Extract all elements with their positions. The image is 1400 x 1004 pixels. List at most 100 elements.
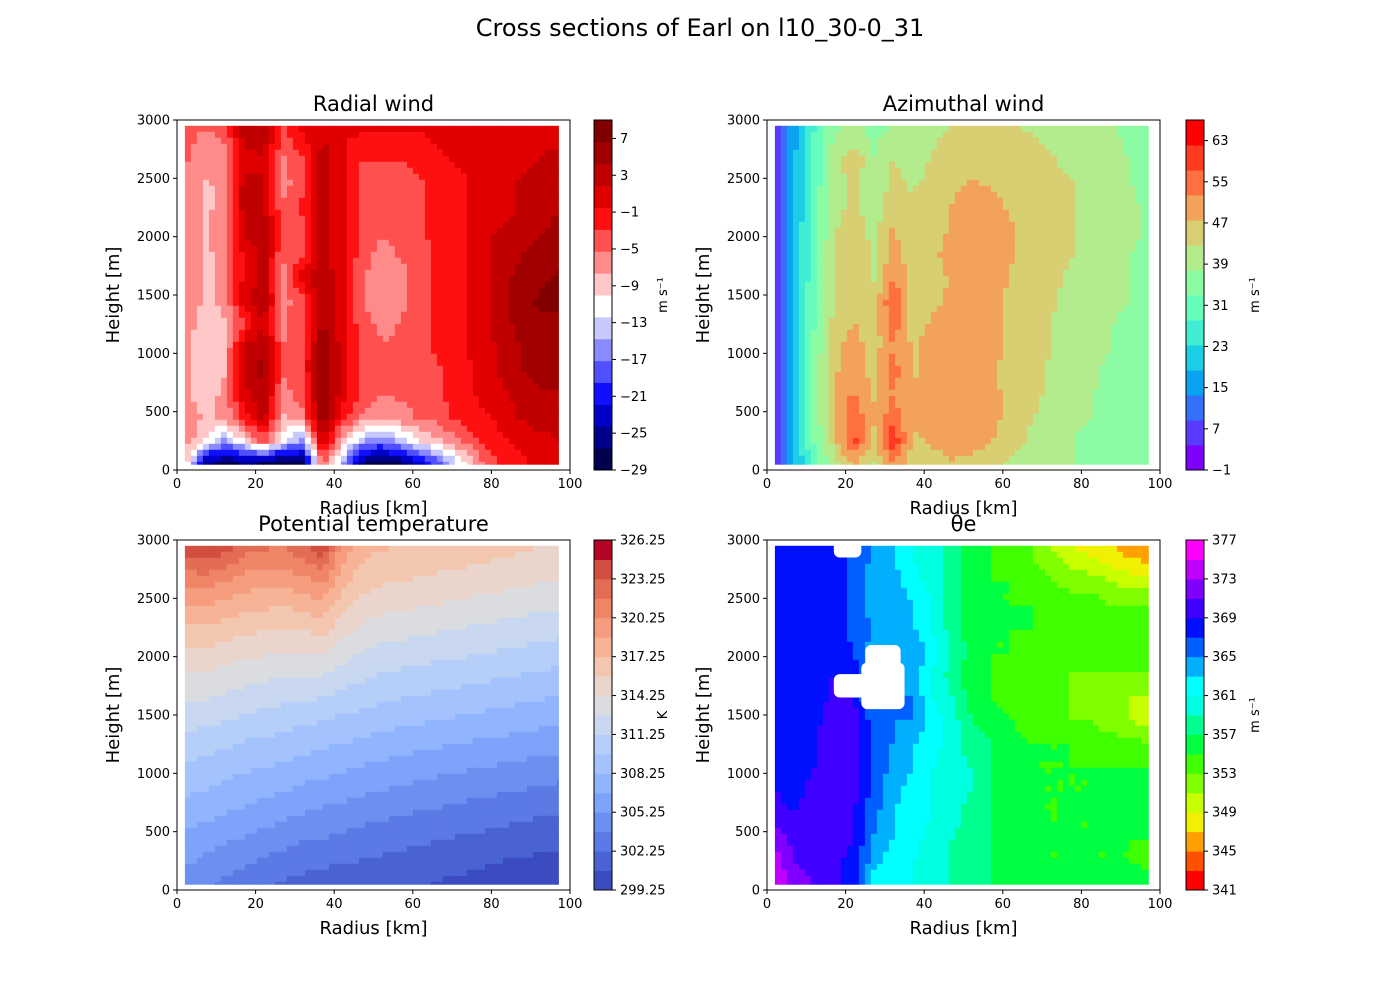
contour-cell <box>865 126 872 133</box>
contour-cell <box>245 420 252 427</box>
contour-cell <box>365 372 372 379</box>
contour-cell <box>359 330 366 337</box>
contour-cell <box>497 318 504 325</box>
contour-cell <box>209 306 216 313</box>
contour-cell <box>383 246 390 253</box>
contour-cell <box>985 132 992 139</box>
contour-cell <box>347 378 354 385</box>
contour-cell <box>335 336 342 343</box>
contour-cell <box>1129 156 1136 163</box>
contour-cell <box>991 168 998 175</box>
contour-cell <box>467 330 474 337</box>
contour-cell <box>359 444 366 451</box>
contour-cell <box>431 384 438 391</box>
contour-cell <box>245 300 252 307</box>
contour-cell <box>1033 198 1040 205</box>
contour-cell <box>209 318 216 325</box>
contour-cell <box>1141 168 1148 175</box>
contour-cell <box>299 426 306 433</box>
contour-cell <box>353 306 360 313</box>
contour-cell <box>955 132 962 139</box>
contour-cell <box>383 432 390 439</box>
contour-cell <box>191 144 198 151</box>
contour-cell <box>395 240 402 247</box>
contour-cell <box>353 348 360 355</box>
contour-cell <box>377 204 384 211</box>
contour-cell <box>491 276 498 283</box>
contour-cell <box>239 216 246 223</box>
contour-cell <box>1135 132 1142 139</box>
contour-cell <box>413 288 420 295</box>
contour-cell <box>787 216 794 223</box>
contour-cell <box>949 162 956 169</box>
contour-cell <box>251 318 258 325</box>
contour-cell <box>521 162 528 169</box>
contour-cell <box>479 276 486 283</box>
contour-cell <box>521 462 528 465</box>
contour-cell <box>521 336 528 343</box>
contour-cell <box>491 348 498 355</box>
contour-cell <box>299 318 306 325</box>
contour-cell <box>209 144 216 151</box>
contour-cell <box>359 354 366 361</box>
contour-cell <box>317 372 324 379</box>
contour-cell <box>991 180 998 187</box>
contour-cell <box>443 318 450 325</box>
contour-cell <box>811 234 818 241</box>
contour-cell <box>197 144 204 151</box>
contour-cell <box>883 192 890 199</box>
contour-cell <box>269 132 276 139</box>
contour-cell <box>263 270 270 277</box>
contour-cell <box>239 402 246 409</box>
contour-cell <box>901 126 908 133</box>
contour-cell <box>425 288 432 295</box>
contour-cell <box>251 126 258 133</box>
contour-cell <box>329 252 336 259</box>
contour-cell <box>497 342 504 349</box>
contour-cell <box>557 234 559 241</box>
contour-cell <box>425 426 432 433</box>
contour-cell <box>395 168 402 175</box>
contour-cell <box>365 192 372 199</box>
contour-cell <box>551 354 558 361</box>
contour-cell <box>293 438 300 445</box>
contour-cell <box>515 264 522 271</box>
contour-cell <box>943 204 950 211</box>
contour-cell <box>299 156 306 163</box>
contour-cell <box>329 222 336 229</box>
contour-cell <box>527 450 534 457</box>
contour-cell <box>317 408 324 415</box>
contour-cell <box>1111 216 1118 223</box>
contour-cell <box>467 234 474 241</box>
contour-cell <box>425 438 432 445</box>
contour-cell <box>551 462 558 465</box>
contour-cell <box>317 294 324 301</box>
contour-cell <box>221 318 228 325</box>
contour-cell <box>521 432 528 439</box>
contour-cell <box>497 150 504 157</box>
contour-cell <box>395 414 402 421</box>
contour-cell <box>865 228 872 235</box>
contour-cell <box>503 210 510 217</box>
contour-cell <box>479 372 486 379</box>
contour-cell <box>545 336 552 343</box>
contour-cell <box>365 252 372 259</box>
contour-cell <box>353 180 360 187</box>
contour-cell <box>281 126 288 133</box>
contour-cell <box>449 282 456 289</box>
contour-cell <box>551 348 558 355</box>
contour-cell <box>377 336 384 343</box>
contour-cell <box>203 336 210 343</box>
contour-cell <box>527 204 534 211</box>
contour-cell <box>443 294 450 301</box>
contour-cell <box>353 204 360 211</box>
contour-cell <box>437 330 444 337</box>
contour-cell <box>191 396 198 403</box>
contour-cell <box>1123 150 1130 157</box>
contour-cell <box>281 450 288 457</box>
contour-cell <box>485 168 492 175</box>
contour-cell <box>521 138 528 145</box>
y-tick-label: 1500 <box>137 289 170 304</box>
contour-cell <box>335 282 342 289</box>
contour-cell <box>449 174 456 181</box>
